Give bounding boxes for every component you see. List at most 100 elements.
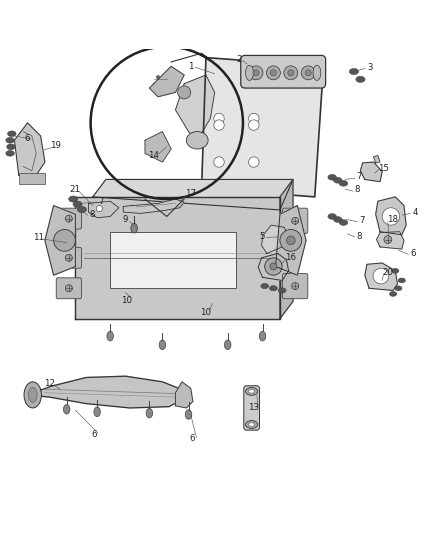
Circle shape xyxy=(305,70,311,76)
Circle shape xyxy=(265,258,282,275)
Text: 10: 10 xyxy=(121,295,132,304)
FancyBboxPatch shape xyxy=(283,208,308,233)
Circle shape xyxy=(156,76,160,79)
Ellipse shape xyxy=(107,332,113,341)
Circle shape xyxy=(249,120,259,130)
Ellipse shape xyxy=(73,201,82,207)
Bar xyxy=(19,173,45,184)
Ellipse shape xyxy=(6,150,14,156)
Ellipse shape xyxy=(7,144,15,150)
Ellipse shape xyxy=(94,407,100,417)
Text: 6: 6 xyxy=(91,430,96,439)
Text: 7: 7 xyxy=(359,216,364,225)
Polygon shape xyxy=(176,382,193,408)
Ellipse shape xyxy=(328,214,336,219)
Text: 7: 7 xyxy=(98,197,103,206)
Ellipse shape xyxy=(186,132,208,149)
Ellipse shape xyxy=(159,340,166,350)
Ellipse shape xyxy=(398,278,406,283)
Circle shape xyxy=(96,206,102,212)
Polygon shape xyxy=(45,206,75,275)
Polygon shape xyxy=(176,75,215,140)
Text: 6: 6 xyxy=(24,134,29,143)
Circle shape xyxy=(65,215,72,222)
Text: 18: 18 xyxy=(387,215,398,224)
Ellipse shape xyxy=(350,68,358,75)
Circle shape xyxy=(253,70,259,76)
Ellipse shape xyxy=(28,387,37,402)
Polygon shape xyxy=(149,66,184,97)
Ellipse shape xyxy=(246,65,253,80)
FancyBboxPatch shape xyxy=(283,273,308,298)
Ellipse shape xyxy=(146,408,152,418)
Ellipse shape xyxy=(7,131,16,136)
Text: 12: 12 xyxy=(44,378,55,387)
Circle shape xyxy=(384,236,392,244)
Circle shape xyxy=(288,70,294,76)
Text: 2: 2 xyxy=(237,55,242,64)
Circle shape xyxy=(270,70,276,76)
Polygon shape xyxy=(360,162,382,182)
Polygon shape xyxy=(374,156,380,163)
Circle shape xyxy=(178,86,191,99)
Text: 3: 3 xyxy=(368,63,373,71)
FancyBboxPatch shape xyxy=(56,247,81,268)
Text: 14: 14 xyxy=(148,151,159,160)
Ellipse shape xyxy=(261,284,268,289)
Ellipse shape xyxy=(131,223,138,233)
Ellipse shape xyxy=(24,382,42,408)
Ellipse shape xyxy=(334,217,342,222)
Ellipse shape xyxy=(278,288,286,293)
Ellipse shape xyxy=(328,174,336,180)
Ellipse shape xyxy=(356,76,365,83)
Text: 10: 10 xyxy=(200,308,211,317)
Ellipse shape xyxy=(392,269,399,273)
Circle shape xyxy=(280,230,302,251)
Ellipse shape xyxy=(334,177,342,183)
Circle shape xyxy=(249,66,263,80)
Text: 13: 13 xyxy=(248,403,259,413)
Text: 15: 15 xyxy=(378,164,389,173)
Text: 4: 4 xyxy=(412,207,417,216)
Bar xyxy=(110,232,237,288)
Ellipse shape xyxy=(6,138,14,143)
Ellipse shape xyxy=(313,65,321,80)
Text: 8: 8 xyxy=(357,231,362,240)
Polygon shape xyxy=(88,201,119,218)
Circle shape xyxy=(53,230,75,251)
Ellipse shape xyxy=(249,423,254,426)
Polygon shape xyxy=(261,225,289,254)
Circle shape xyxy=(249,157,259,167)
Circle shape xyxy=(284,66,298,80)
Circle shape xyxy=(292,282,299,289)
Text: 7: 7 xyxy=(357,172,362,181)
Ellipse shape xyxy=(246,387,258,395)
Text: 19: 19 xyxy=(50,141,61,150)
Ellipse shape xyxy=(249,390,254,393)
FancyBboxPatch shape xyxy=(56,208,81,229)
Ellipse shape xyxy=(64,405,70,414)
Circle shape xyxy=(270,263,277,270)
FancyBboxPatch shape xyxy=(244,386,259,430)
Circle shape xyxy=(301,66,315,80)
Text: 6: 6 xyxy=(189,434,195,443)
Ellipse shape xyxy=(78,206,86,213)
Circle shape xyxy=(65,285,72,292)
Polygon shape xyxy=(75,197,280,319)
Text: 9: 9 xyxy=(123,215,128,224)
Ellipse shape xyxy=(246,421,258,429)
Polygon shape xyxy=(377,232,404,249)
Ellipse shape xyxy=(69,196,78,202)
Polygon shape xyxy=(28,376,184,408)
Circle shape xyxy=(266,66,280,80)
Circle shape xyxy=(286,236,295,245)
Ellipse shape xyxy=(389,292,397,296)
Polygon shape xyxy=(93,180,293,210)
Circle shape xyxy=(214,114,224,124)
Ellipse shape xyxy=(269,286,277,291)
FancyBboxPatch shape xyxy=(56,278,81,298)
Polygon shape xyxy=(145,132,171,162)
Circle shape xyxy=(214,157,224,167)
Text: 5: 5 xyxy=(260,231,265,240)
Text: 21: 21 xyxy=(69,184,80,193)
